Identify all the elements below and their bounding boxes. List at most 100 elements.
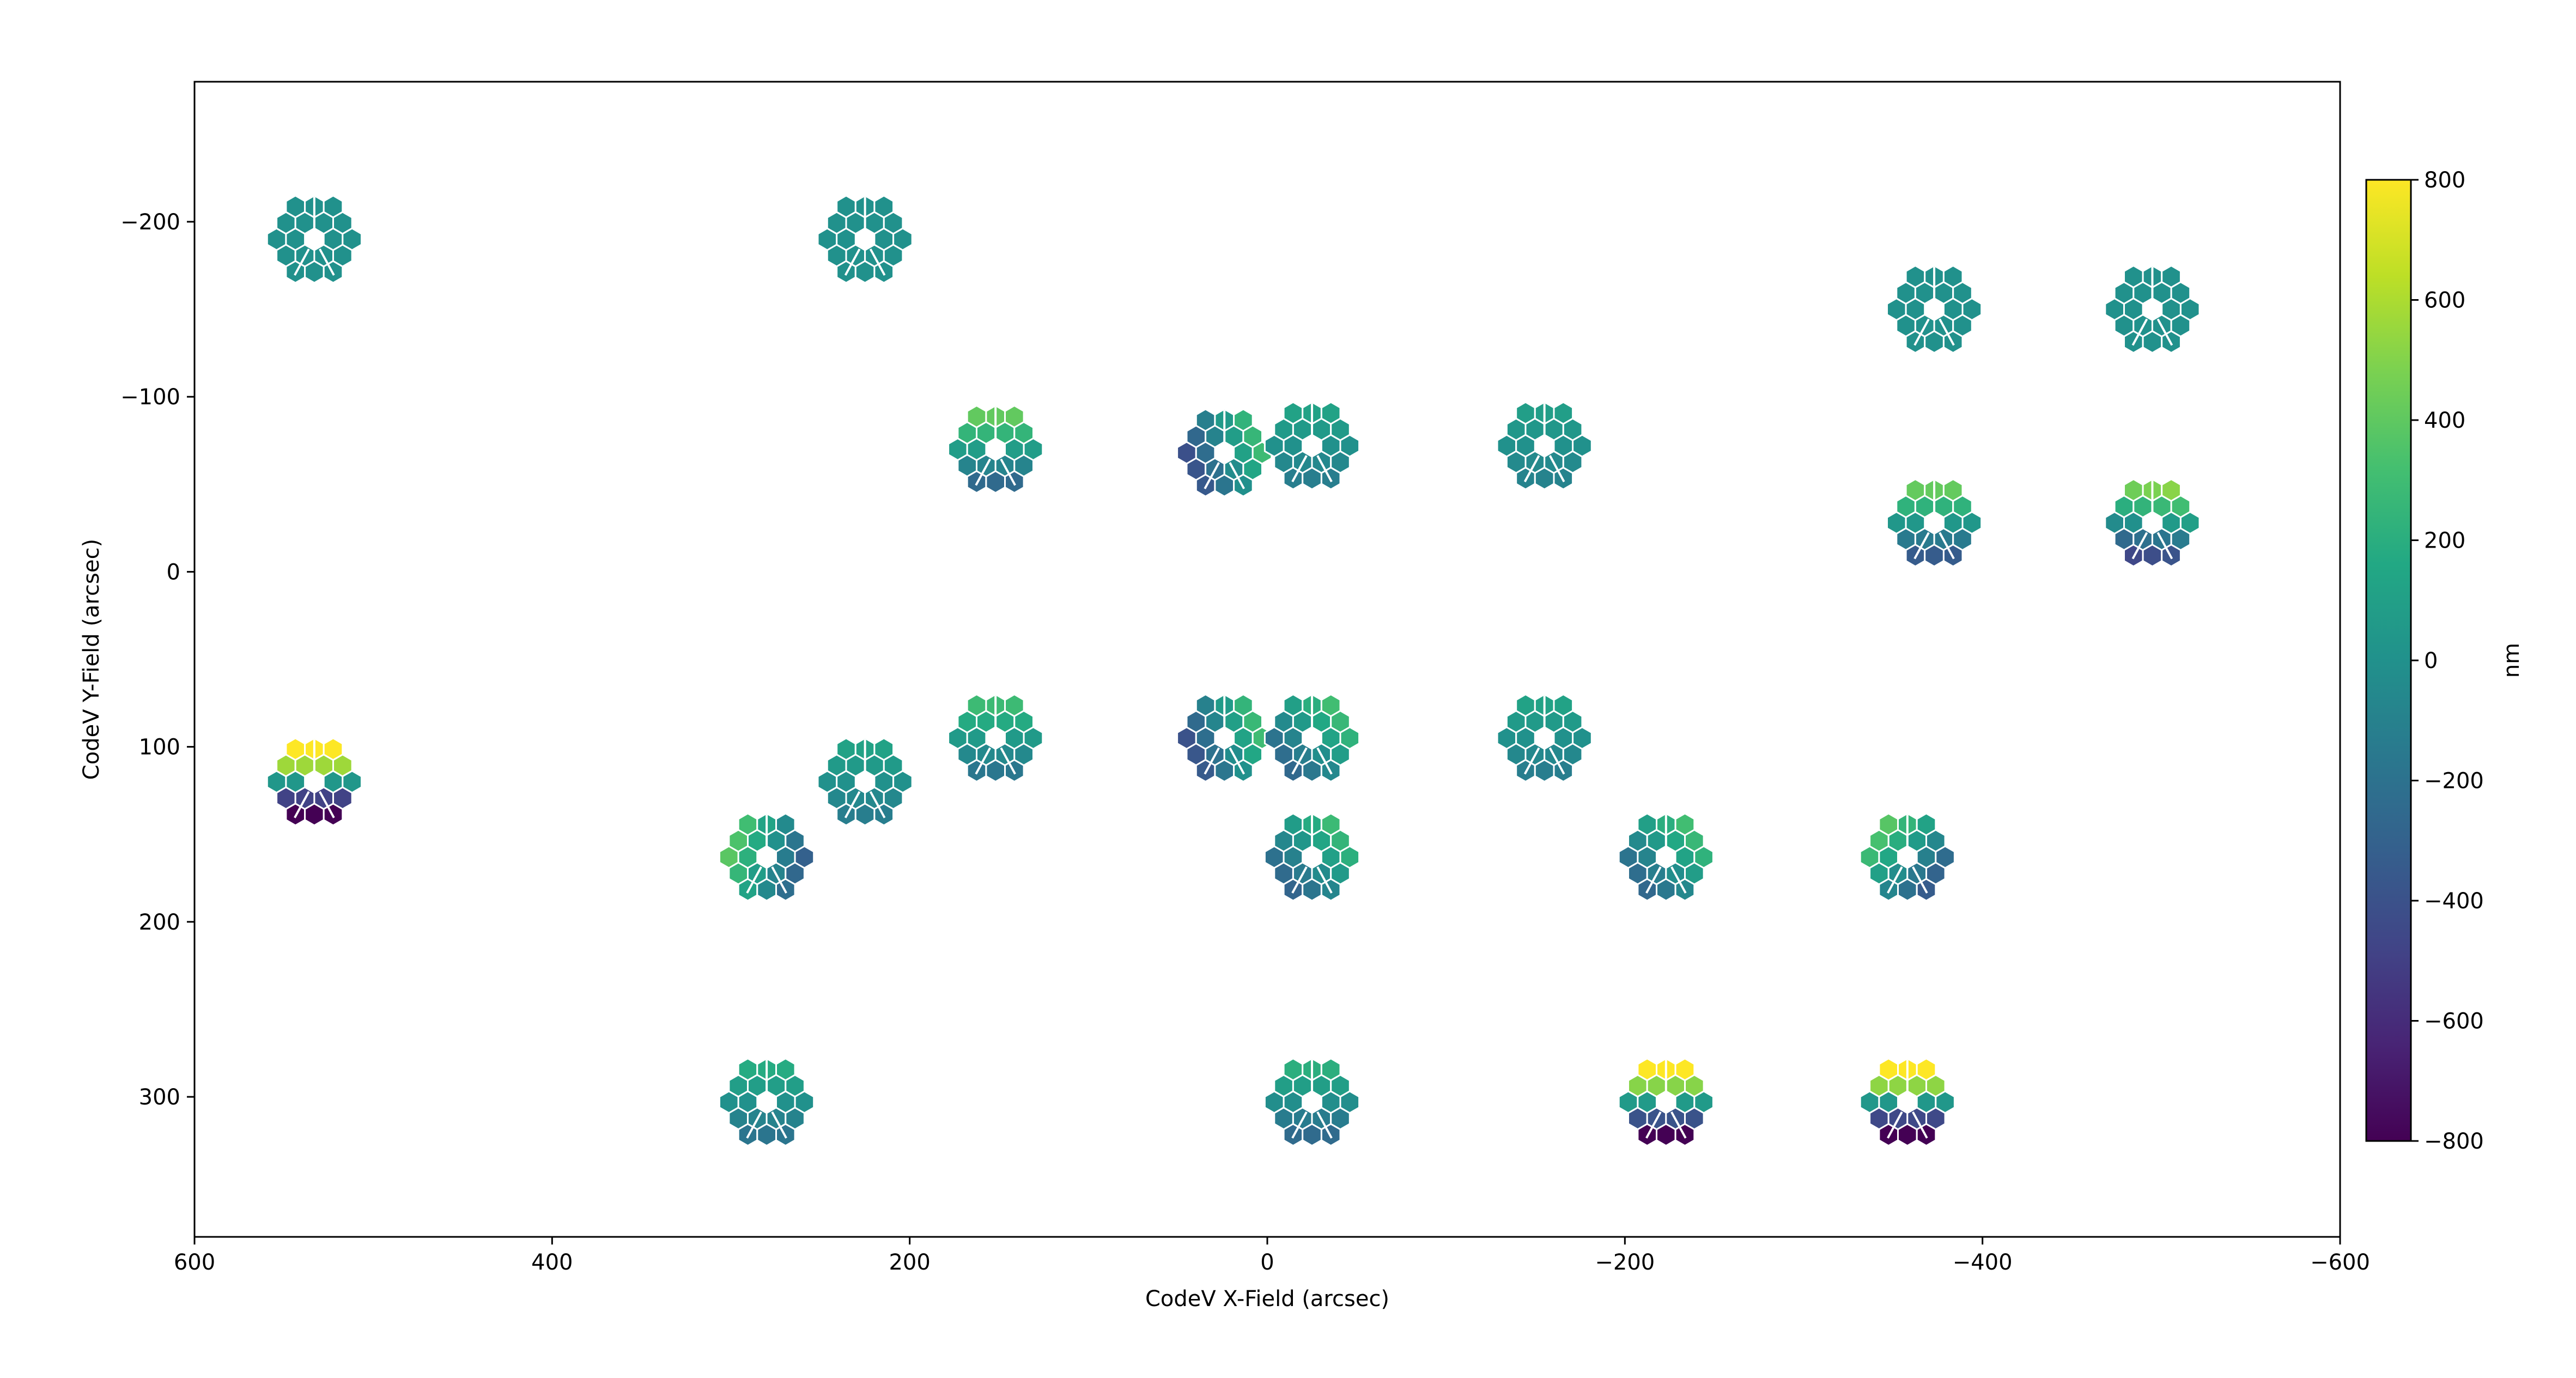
mirror-marker <box>2104 264 2201 354</box>
mirror-segment <box>342 770 362 794</box>
mirror-segment <box>1023 437 1044 462</box>
mirror-strut <box>1204 462 1220 489</box>
colorbar-tick-label: 400 <box>2424 408 2465 433</box>
mirror-strut <box>1316 455 1333 483</box>
mirror-segment <box>342 227 362 251</box>
mirror-segment <box>2179 297 2201 321</box>
mirror-strut <box>2131 532 2148 560</box>
mirror-marker <box>817 195 913 284</box>
plot-area <box>193 81 2341 1238</box>
mirror-segment <box>1572 434 1593 458</box>
mirror-segment <box>892 227 913 251</box>
mirror-marker <box>2104 478 2201 568</box>
mirror-segment <box>1961 297 1983 321</box>
mirror-strut <box>1645 1111 1662 1139</box>
colorbar-tick-label: −600 <box>2424 1009 2484 1034</box>
mirror-strut <box>869 248 886 276</box>
mirror-marker <box>266 195 362 284</box>
mirror-segment <box>1339 845 1360 869</box>
colorbar: 800 600 400 200 0 −200 −400 −600 −800 nm <box>2365 168 2524 1154</box>
mirror-strut <box>1229 462 1245 489</box>
mirror-segment <box>1339 1090 1360 1114</box>
mirror-strut <box>975 747 991 775</box>
mirror-marker <box>1496 401 1593 490</box>
mirror-marker <box>1176 408 1273 497</box>
mirror-segment <box>1023 726 1044 750</box>
mirror-strut <box>294 248 310 276</box>
mirror-strut <box>1939 532 1955 560</box>
mirror-marker <box>1618 812 1714 902</box>
mirror-strut <box>1912 1111 1928 1139</box>
mirror-strut <box>1523 747 1540 775</box>
mirror-segment <box>1572 726 1593 750</box>
mirror-marker <box>1263 693 1360 783</box>
mirror-strut <box>1000 458 1016 486</box>
x-tick-label: 600 <box>174 1250 215 1275</box>
y-tick-label: 100 <box>139 735 180 760</box>
mirror-strut <box>771 1111 787 1139</box>
mirror-strut <box>1913 532 1930 560</box>
mirror-strut <box>1887 1111 1903 1139</box>
mirror-strut <box>294 791 310 818</box>
plot-background <box>195 82 2340 1237</box>
y-tick-label: −100 <box>120 385 180 410</box>
mirror-strut <box>1939 318 1955 346</box>
mirror-segment <box>1693 845 1714 869</box>
mirror-segment <box>2179 511 2201 535</box>
colorbar-tick-label: −800 <box>2424 1129 2484 1154</box>
mirror-strut <box>1645 866 1662 894</box>
mirror-strut <box>1548 455 1565 483</box>
mirror-strut <box>2156 532 2173 560</box>
mirror-strut <box>975 458 991 486</box>
y-tick-label: 200 <box>139 910 180 935</box>
y-axis-label: CodeV Y-Field (arcsec) <box>79 539 104 780</box>
mirror-marker <box>1263 812 1360 902</box>
mirror-marker <box>1263 401 1360 490</box>
mirror-strut <box>1548 747 1565 775</box>
x-tick-label: 400 <box>531 1250 573 1275</box>
mirror-markers <box>266 195 2201 1147</box>
mirror-marker <box>817 737 913 827</box>
mirror-strut <box>1912 866 1928 894</box>
mirror-strut <box>1000 747 1016 775</box>
y-tick-label: 0 <box>167 560 180 585</box>
mirror-marker <box>1176 693 1273 783</box>
mirror-marker <box>1859 812 1955 902</box>
colorbar-tick-label: 200 <box>2424 529 2465 554</box>
x-axis-label: CodeV X-Field (arcsec) <box>1145 1286 1389 1312</box>
y-tick-label: −200 <box>120 210 180 235</box>
mirror-strut <box>746 866 762 894</box>
mirror-strut <box>1670 866 1687 894</box>
mirror-strut <box>1316 1111 1333 1139</box>
mirror-strut <box>1291 747 1308 775</box>
mirror-segment <box>1961 511 1983 535</box>
mirror-strut <box>2131 318 2148 346</box>
mirror-segment <box>1339 726 1360 750</box>
colorbar-tick-label: −200 <box>2424 769 2484 794</box>
colorbar-label: nm <box>2499 643 2524 678</box>
mirror-marker <box>1496 693 1593 783</box>
x-tick-label: 0 <box>1260 1250 1274 1275</box>
mirror-strut <box>844 248 861 276</box>
colorbar-tick-label: 800 <box>2424 168 2465 193</box>
mirror-strut <box>1291 1111 1308 1139</box>
mirror-marker <box>719 1057 815 1147</box>
x-tick-label: 200 <box>889 1250 930 1275</box>
mirror-marker <box>719 812 815 902</box>
mirror-segment <box>794 845 815 869</box>
mirror-strut <box>1204 747 1220 775</box>
y-tick-label: 300 <box>139 1085 180 1110</box>
mirror-marker <box>1886 264 1983 354</box>
colorbar-tick-label: 0 <box>2424 648 2438 673</box>
mirror-segment <box>1339 434 1360 458</box>
mirror-strut <box>1291 455 1308 483</box>
mirror-segment <box>794 1090 815 1114</box>
mirror-strut <box>1913 318 1930 346</box>
mirror-marker <box>1263 1057 1360 1147</box>
mirror-marker <box>266 737 362 827</box>
mirror-strut <box>746 1111 762 1139</box>
x-axis: 600 400 200 0 −200 −400 −600 <box>174 1237 2370 1275</box>
mirror-strut <box>771 866 787 894</box>
mirror-marker <box>1886 478 1983 568</box>
